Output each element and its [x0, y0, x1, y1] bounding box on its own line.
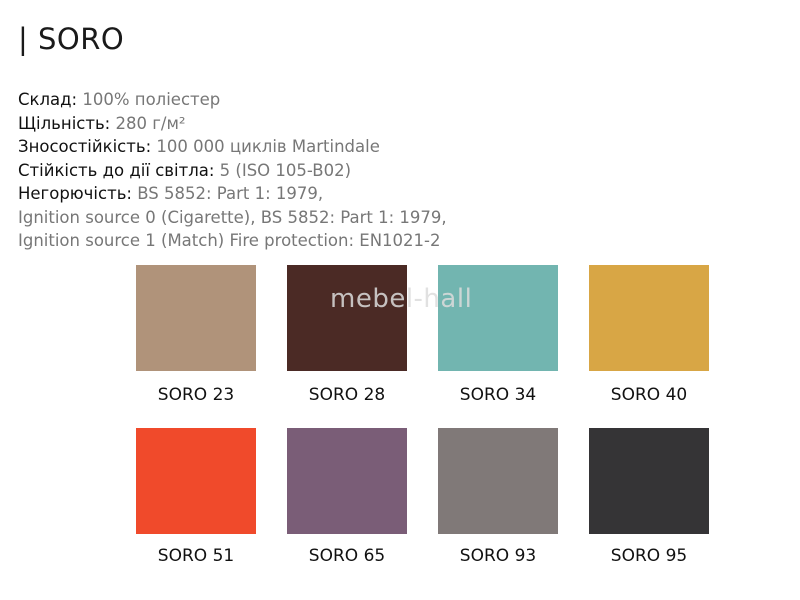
- spec-abrasion: Зносостійкість: 100 000 циклів Martindal…: [18, 135, 447, 159]
- spec-value: 5 (ISO 105-B02): [214, 160, 352, 180]
- spec-label: Стійкість до дії світла:: [18, 160, 215, 180]
- color-swatch: [136, 265, 256, 371]
- color-swatch: [287, 265, 407, 371]
- spec-density: Щільність: 280 г/м²: [18, 112, 447, 136]
- spec-value: 100% поліестер: [77, 90, 221, 109]
- spec-composition: Склад: 100% поліестер: [18, 88, 447, 112]
- swatch-label: SORO 51: [157, 546, 235, 566]
- swatch-label: SORO 23: [157, 385, 235, 405]
- swatch-label: SORO 65: [308, 546, 386, 566]
- spec-value: 100 000 циклів Martindale: [151, 137, 380, 156]
- spec-label: Склад:: [18, 90, 78, 109]
- color-swatch: [589, 428, 709, 534]
- spec-flammability: Негорючість: BS 5852: Part 1: 1979,: [18, 182, 447, 206]
- spec-value: 280 г/м²: [110, 113, 186, 133]
- color-swatch: [589, 265, 709, 371]
- spec-flammability-cont: Ignition source 1 (Match) Fire protectio…: [18, 229, 447, 253]
- swatch-label: SORO 95: [610, 546, 688, 566]
- spec-value: Ignition source 1 (Match) Fire protectio…: [18, 231, 441, 250]
- color-swatch: [287, 428, 407, 534]
- spec-lightfastness: Стійкість до дії світла: 5 (ISO 105-B02): [18, 159, 447, 183]
- spec-label: Зносостійкість:: [18, 137, 152, 156]
- swatch-label: SORO 40: [610, 385, 688, 405]
- spec-value: BS 5852: Part 1: 1979,: [132, 184, 324, 203]
- swatch-label: SORO 34: [459, 385, 537, 405]
- color-swatch: [136, 428, 256, 534]
- watermark: mebel-hall: [330, 284, 473, 314]
- swatch-label: SORO 28: [308, 385, 386, 405]
- spec-flammability-cont: Ignition source 0 (Cigarette), BS 5852: …: [18, 206, 447, 230]
- color-swatch: [438, 265, 558, 371]
- spec-value: Ignition source 0 (Cigarette), BS 5852: …: [18, 207, 447, 227]
- swatch-label: SORO 93: [459, 546, 537, 566]
- spec-label: Щільність:: [18, 113, 111, 133]
- page-title: | SORO: [18, 22, 125, 56]
- color-swatch: [438, 428, 558, 534]
- specifications: Склад: 100% поліестер Щільність: 280 г/м…: [18, 88, 447, 253]
- spec-label: Негорючість:: [18, 184, 132, 203]
